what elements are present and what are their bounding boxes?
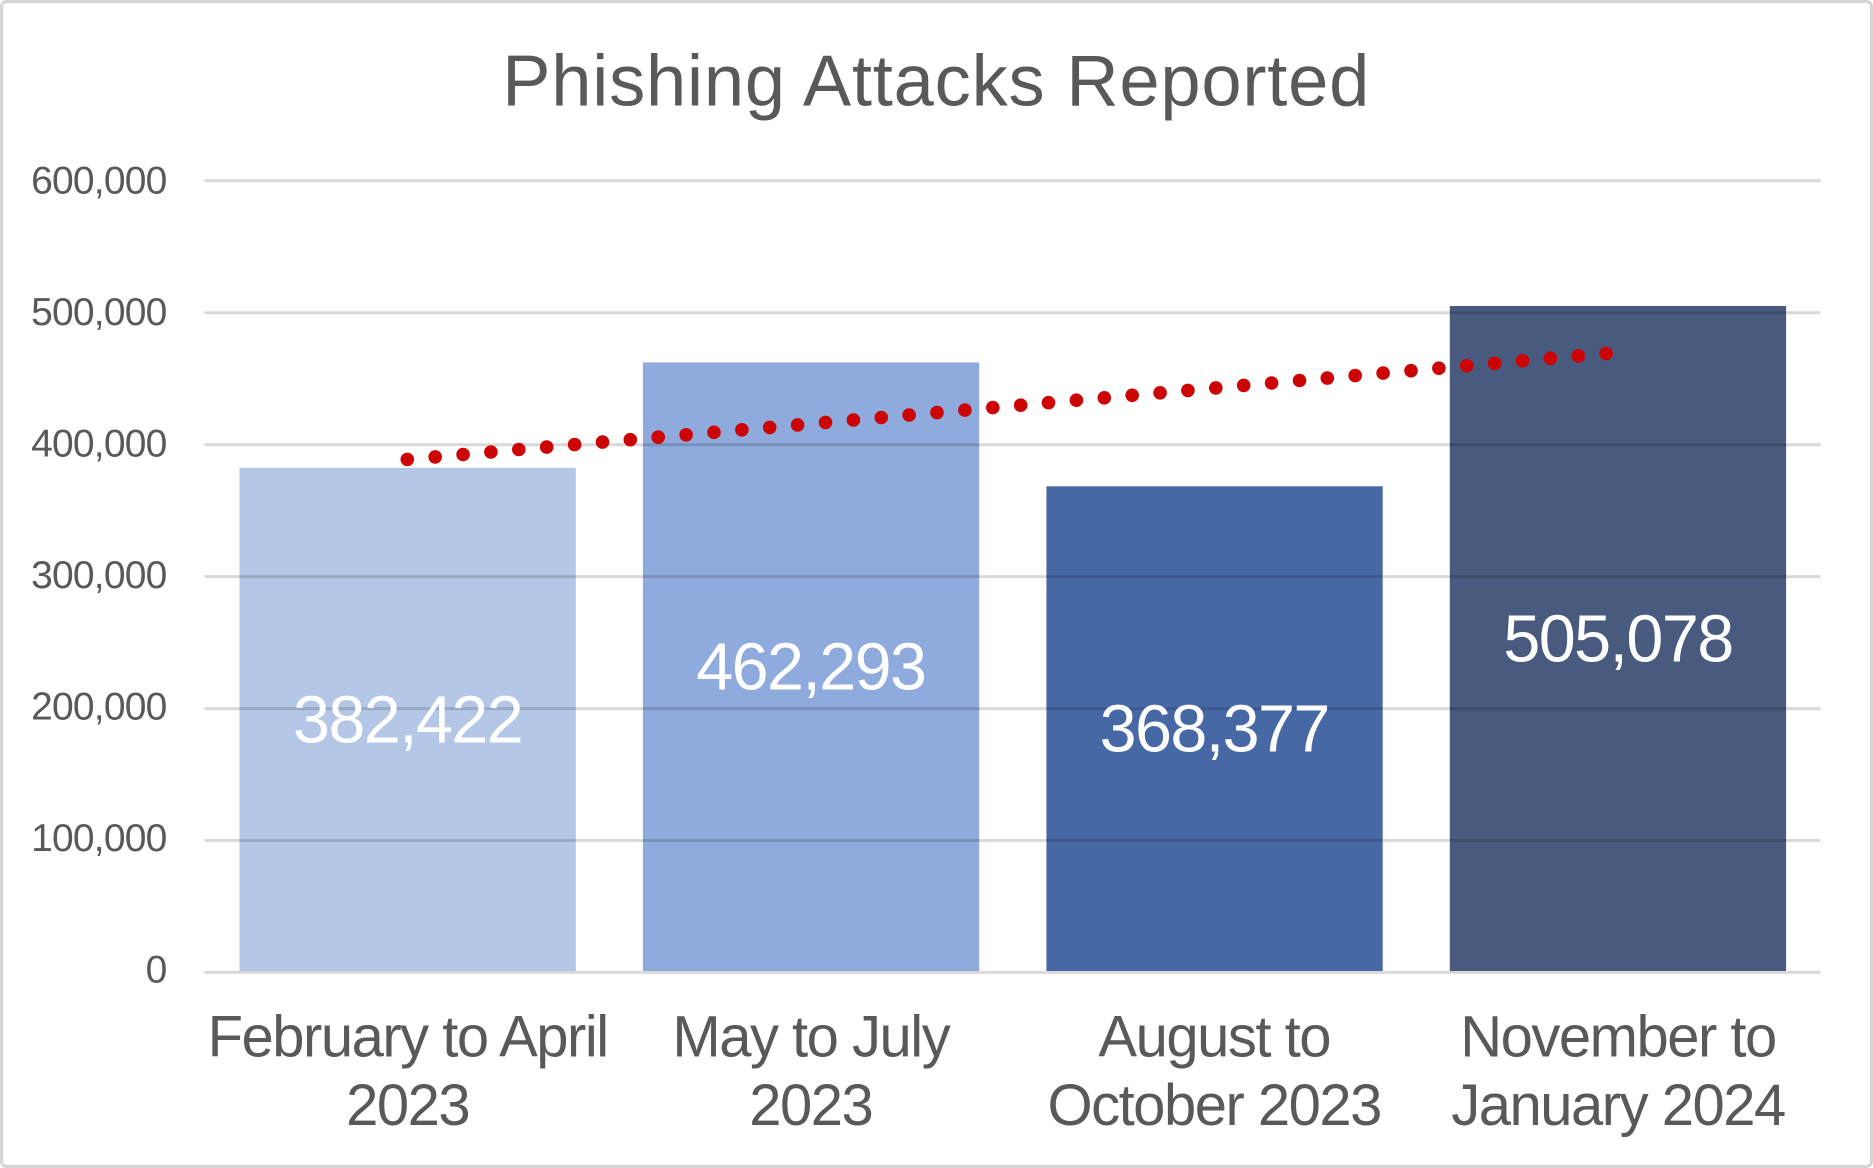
svg-text:462,293: 462,293 [696,631,925,705]
svg-text:November to: November to [1460,1005,1776,1070]
svg-text:2023: 2023 [749,1073,872,1138]
svg-text:Phishing Attacks Reported: Phishing Attacks Reported [502,42,1370,122]
svg-text:January 2024: January 2024 [1451,1073,1785,1138]
svg-text:382,422: 382,422 [293,683,522,757]
svg-text:400,000: 400,000 [31,422,166,465]
svg-text:600,000: 600,000 [31,159,166,202]
svg-text:October 2023: October 2023 [1047,1073,1380,1138]
svg-text:2023: 2023 [346,1073,469,1138]
svg-text:300,000: 300,000 [31,554,166,597]
svg-text:100,000: 100,000 [31,817,166,860]
svg-text:May to July: May to July [672,1005,950,1070]
svg-text:August to: August to [1098,1005,1330,1070]
svg-text:500,000: 500,000 [31,291,166,334]
svg-text:0: 0 [146,948,167,991]
svg-text:368,377: 368,377 [1100,693,1329,767]
svg-text:February to April: February to April [208,1005,608,1070]
svg-text:505,078: 505,078 [1503,602,1732,676]
svg-text:200,000: 200,000 [31,685,166,728]
